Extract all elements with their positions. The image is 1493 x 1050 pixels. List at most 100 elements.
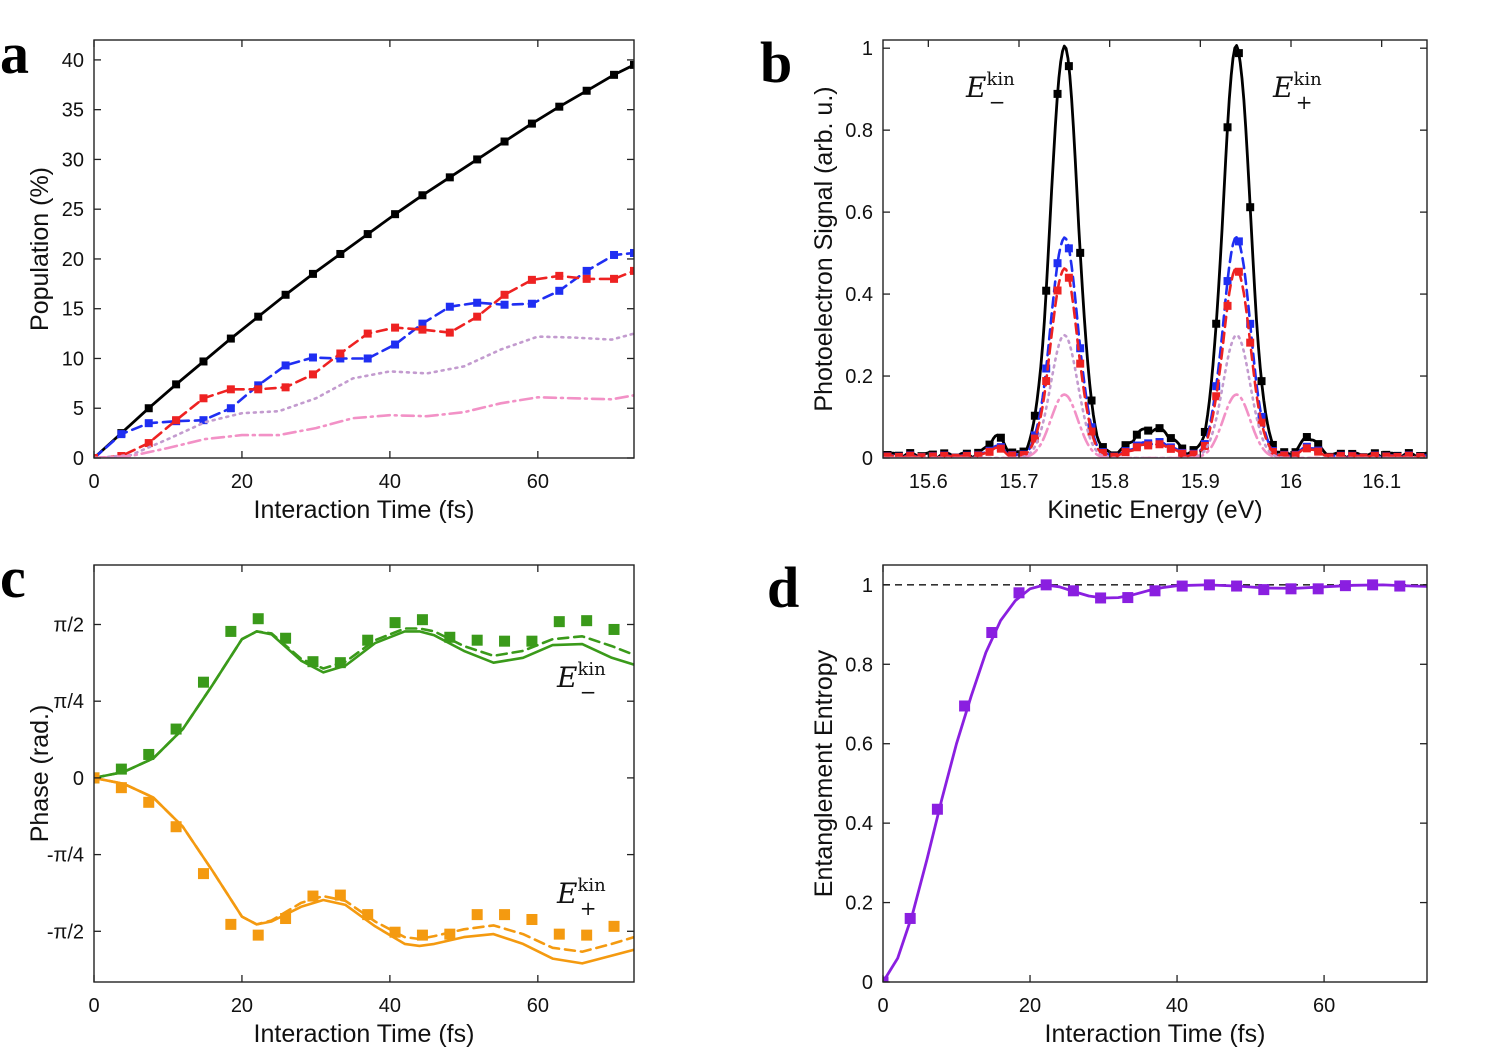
d-marker-entropy-markers: [986, 627, 998, 639]
annotation-e-minus-b: Ekin −: [965, 69, 1015, 114]
b-marker-black: [1246, 203, 1255, 212]
c-marker-E-minus-markers: [170, 723, 182, 735]
b-marker-black: [1268, 440, 1277, 449]
a-marker-blue: [144, 419, 153, 428]
a-ytick-label: 15: [62, 299, 84, 321]
b-marker-red: [1200, 442, 1209, 451]
panel-letter-d: d: [767, 555, 799, 620]
a-marker-red: [630, 266, 634, 275]
b-marker-red: [1404, 451, 1413, 458]
c-marker-E-plus-markers: [553, 928, 565, 940]
b-marker-red: [1030, 434, 1039, 443]
c-marker-E-plus-markers: [252, 929, 264, 941]
b-marker-red: [1223, 301, 1232, 310]
b-marker-red: [1019, 451, 1028, 458]
b-marker-black: [1257, 377, 1266, 386]
a-marker-red: [281, 383, 290, 392]
b-marker-black: [1042, 286, 1051, 295]
c-marker-E-plus-markers: [197, 868, 209, 880]
b-series-pink-dashdot: [883, 393, 1427, 458]
a-marker-blue: [281, 361, 290, 370]
b-marker-red: [1155, 440, 1164, 449]
b-marker-black: [1087, 396, 1096, 405]
b-marker-blue: [1042, 364, 1051, 373]
a-marker-red: [94, 454, 98, 458]
c-y-axis-label: Phase (rad.): [26, 705, 54, 843]
b-marker-black: [1223, 123, 1232, 132]
c-ytick-label: -π/4: [47, 845, 84, 867]
c-marker-E-minus-markers: [362, 634, 374, 646]
c-ytick-label: π/2: [54, 614, 84, 636]
b-marker-black: [1076, 248, 1085, 257]
b-marker-red: [1087, 427, 1096, 436]
b-marker-black: [1030, 411, 1039, 420]
a-marker-red: [391, 323, 400, 332]
b-marker-red: [1121, 448, 1130, 457]
b-marker-red: [962, 452, 971, 458]
b-marker-red: [940, 451, 949, 458]
b-marker-black: [1098, 443, 1107, 452]
b-marker-red: [1098, 448, 1107, 457]
c-marker-E-plus-markers: [581, 929, 593, 941]
a-marker-blue: [308, 353, 317, 362]
b-marker-red: [1053, 286, 1062, 295]
b-marker-black: [1314, 440, 1323, 449]
c-marker-E-plus-markers: [225, 918, 237, 930]
b-marker-black: [1121, 441, 1130, 450]
c-marker-E-plus-markers: [526, 913, 538, 925]
c-marker-E-minus-markers: [115, 763, 127, 775]
c-marker-E-plus-markers: [170, 821, 182, 833]
d-plot-area: [883, 579, 1427, 982]
b-marker-black: [1064, 62, 1073, 71]
c-plot-area: [94, 613, 634, 965]
d-marker-entropy-markers: [1122, 592, 1134, 604]
a-y-axis-label: Population (%): [26, 167, 54, 331]
b-marker-blue: [1246, 319, 1255, 328]
a-series-purple-dotted: [94, 332, 634, 458]
c-marker-E-minus-markers: [444, 631, 456, 643]
a-marker-blue: [473, 298, 482, 307]
b-marker-red: [1291, 451, 1300, 458]
c-marker-E-plus-markers: [280, 913, 292, 925]
a-xtick-label: 20: [231, 471, 253, 493]
annotation-e-plus-c: Ekin +: [556, 875, 606, 920]
c-marker-E-minus-markers: [225, 625, 237, 637]
b-marker-blue: [1212, 382, 1221, 391]
c-series-E-plus-solid: [94, 776, 634, 965]
a-marker-red: [172, 416, 181, 425]
a-marker-blue: [500, 300, 509, 309]
a-marker-total-black: [500, 137, 509, 146]
a-marker-total-black: [199, 357, 208, 366]
b-ytick-label: 0.4: [845, 284, 873, 306]
d-y-axis-label: Entanglement Entropy: [810, 649, 838, 897]
b-marker-red: [1246, 338, 1255, 347]
a-marker-red: [363, 329, 372, 338]
c-marker-E-minus-markers: [252, 613, 264, 625]
c-marker-E-plus-markers: [115, 782, 127, 794]
b-marker-red: [883, 452, 892, 458]
b-marker-red: [974, 451, 983, 458]
a-marker-total-black: [226, 334, 235, 343]
b-marker-black: [1302, 433, 1311, 442]
b-plot-area: [883, 44, 1427, 458]
c-series-E-plus-dashed: [94, 776, 634, 954]
d-xtick-label: 0: [877, 995, 888, 1017]
b-marker-red: [1393, 453, 1402, 458]
a-marker-total-black: [445, 173, 454, 182]
b-series-black: [883, 44, 1427, 458]
d-ytick-label: 0: [862, 972, 873, 994]
panel-letter-a: a: [0, 21, 29, 86]
a-marker-red: [144, 439, 153, 448]
b-marker-blue: [1064, 244, 1073, 253]
a-marker-red: [582, 274, 591, 283]
a-marker-red: [610, 274, 619, 283]
a-series-pink-dashdot: [94, 393, 634, 458]
a-marker-total-black: [363, 230, 372, 239]
a-series-red: [94, 269, 634, 458]
a-series-total-black: [94, 63, 634, 458]
b-marker-red: [1280, 451, 1289, 458]
a-ytick-label: 20: [62, 249, 84, 271]
a-marker-red: [473, 312, 482, 321]
a-marker-total-black: [555, 102, 564, 111]
